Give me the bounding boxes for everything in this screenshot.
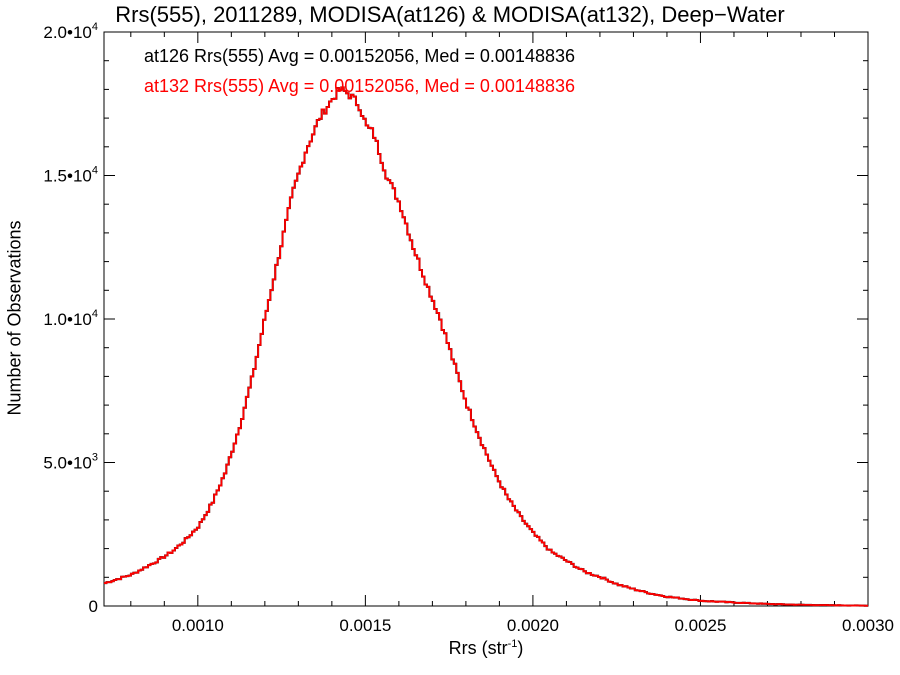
y-tick-label-3: 1.5•104 [43,165,98,186]
y-tick-label-1: 5.0•103 [43,452,98,473]
y-axis-label: Number of Observations [4,220,25,416]
x-tick-label-0: 0.0010 [172,616,224,635]
x-axis-label-exp: -1 [507,638,518,650]
series-layer [104,86,869,607]
annotation-at126: at126 Rrs(555) Avg = 0.00152056, Med = 0… [144,46,575,66]
y-tick-label-0: 0 [89,597,98,616]
axes: 0.0010 0.0015 0.0020 0.0025 0.0030 0 5.0•103 1.… [43,21,894,635]
x-axis-label-text: Rrs (str [448,638,508,658]
annotation-at132: at132 Rrs(555) Avg = 0.00152056, Med = 0… [144,76,575,96]
y-tick-label-2: 1.0•104 [43,308,98,329]
y-tick-label-4: 2.0•104 [43,21,98,42]
x-tick-label-2: 0.0020 [507,616,559,635]
series-at132-line [104,86,869,607]
series-at126-line [104,86,869,607]
plot-frame [103,31,869,607]
x-tick-label-1: 0.0015 [339,616,391,635]
x-axis-label-close: ) [517,638,524,658]
x-tick-label-3: 0.0025 [674,616,726,635]
chart-title: Rrs(555), 2011289, MODISA(at126) & MODIS… [115,2,785,27]
x-tick-label-4: 0.0030 [842,616,894,635]
x-axis-label: Rrs (str-1) [449,638,524,659]
